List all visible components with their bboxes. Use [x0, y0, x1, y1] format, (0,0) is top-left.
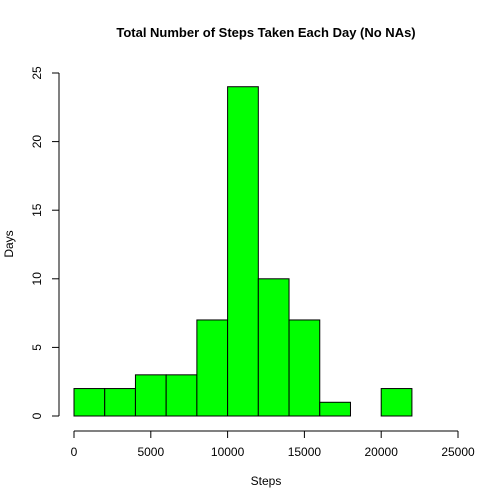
x-tick-label: 5000 [137, 445, 164, 459]
y-tick-label: 5 [30, 344, 44, 351]
x-tick-label: 0 [71, 445, 78, 459]
histogram-bar [104, 388, 136, 417]
x-tick-label: 15000 [288, 445, 322, 459]
histogram-bar [380, 388, 413, 417]
x-axis: 0 5000 10000 15000 20000 25000 [71, 430, 475, 459]
histogram-bar [227, 86, 259, 417]
y-axis-label: Days [2, 230, 16, 257]
y-tick-label: 10 [30, 272, 44, 286]
histogram-bar [319, 401, 351, 417]
histogram-bar [288, 319, 321, 417]
x-tick-label: 25000 [441, 445, 475, 459]
y-tick-label: 20 [30, 135, 44, 149]
x-axis-label: Steps [251, 474, 282, 488]
y-axis: 0 5 10 15 20 25 [30, 66, 60, 419]
histogram-bar [134, 374, 167, 417]
histogram-bar [73, 388, 106, 417]
histogram-bar [196, 319, 229, 417]
x-tick-label: 10000 [211, 445, 245, 459]
x-tick-label: 20000 [365, 445, 399, 459]
y-tick-label: 25 [30, 66, 44, 80]
histogram-bar [165, 374, 198, 417]
y-tick-label: 15 [30, 203, 44, 217]
y-tick-label: 0 [30, 412, 44, 419]
chart-title: Total Number of Steps Taken Each Day (No… [116, 25, 415, 40]
histogram-bar [257, 278, 290, 417]
bars-group [73, 86, 413, 417]
